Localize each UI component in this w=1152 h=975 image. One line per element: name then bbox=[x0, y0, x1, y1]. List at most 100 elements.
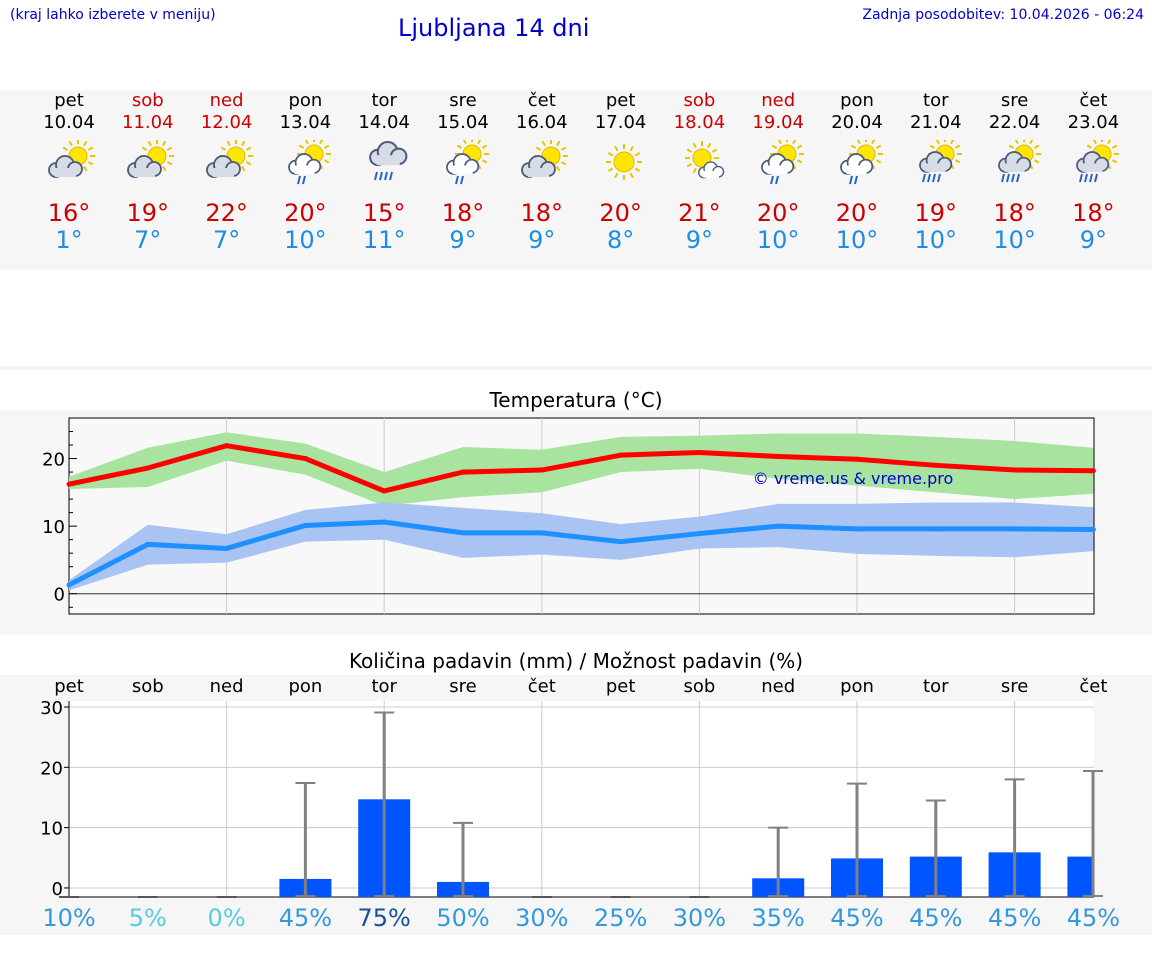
day-date: 14.04 bbox=[358, 112, 410, 133]
min-temp-line bbox=[67, 519, 1094, 588]
separator-band bbox=[0, 366, 1152, 370]
max-temp-point bbox=[696, 449, 702, 455]
temp-max: 22° bbox=[205, 199, 248, 227]
menu-hint: (kraj lahko izberete v meniju) bbox=[10, 7, 216, 23]
max-temp-point bbox=[854, 456, 860, 462]
cloud-shape bbox=[997, 151, 1031, 173]
sun-ray bbox=[555, 140, 561, 147]
cloud-shape bbox=[446, 153, 480, 175]
temp-min: 9° bbox=[1079, 226, 1108, 254]
min-temp-point bbox=[381, 519, 387, 525]
last-updated: Zadnja posodobitev: 10.04.2026 - 06:24 bbox=[862, 7, 1144, 23]
day-name: tor bbox=[923, 90, 949, 111]
min-temp-point bbox=[539, 530, 545, 536]
probability-label: 50% bbox=[436, 904, 489, 932]
sun-ray bbox=[949, 138, 955, 145]
sun-ray bbox=[707, 142, 712, 149]
sun-ray bbox=[1008, 144, 1014, 149]
rain-drop bbox=[926, 173, 931, 183]
sun-ray bbox=[1112, 144, 1118, 149]
rain-drop bbox=[1015, 173, 1020, 183]
cloud-rain-icon bbox=[361, 140, 413, 188]
temp-max: 18° bbox=[441, 199, 485, 227]
sun-ray bbox=[481, 159, 488, 164]
temp-max: 16° bbox=[47, 199, 91, 227]
day-date: 21.04 bbox=[910, 112, 962, 133]
category-label: tor bbox=[371, 676, 397, 697]
temp-max: 18° bbox=[1072, 199, 1115, 227]
rain-drop bbox=[455, 175, 459, 185]
cloud-fill bbox=[1004, 163, 1025, 172]
probability-label: 25% bbox=[594, 904, 647, 932]
max-temp-point bbox=[381, 488, 387, 494]
sun-ray bbox=[1112, 159, 1118, 164]
day-date: 17.04 bbox=[594, 112, 647, 133]
sun-ray bbox=[777, 138, 783, 145]
day-name: sre bbox=[1000, 90, 1029, 111]
temp-max: 20° bbox=[284, 199, 327, 227]
page-title: Ljubljana 14 dni bbox=[398, 14, 590, 42]
temp-min: 10° bbox=[914, 226, 958, 254]
forecast-band bbox=[0, 90, 1152, 270]
sun-ray bbox=[875, 144, 882, 149]
rain-drop bbox=[1005, 173, 1010, 183]
cloud-fill bbox=[767, 165, 788, 174]
probability-label: 10% bbox=[42, 904, 95, 932]
sun-ray bbox=[954, 144, 961, 149]
cloud-shape bbox=[698, 161, 725, 179]
min-temp-point bbox=[775, 523, 781, 529]
sun-ray bbox=[161, 165, 167, 172]
sun-ray bbox=[929, 144, 935, 149]
cloud-fill bbox=[1083, 163, 1103, 172]
sun-cloud-icon bbox=[204, 139, 256, 188]
rain-drop bbox=[775, 175, 780, 185]
rain-drop bbox=[374, 171, 379, 181]
sun-ray bbox=[607, 152, 613, 157]
y-tick-label: 10 bbox=[40, 819, 63, 840]
category-label: sob bbox=[132, 676, 164, 697]
sun-cloud-light-rain-icon bbox=[282, 137, 334, 188]
sun-ray bbox=[856, 138, 861, 145]
temp-max: 18° bbox=[993, 199, 1036, 227]
category-label: ned bbox=[210, 676, 244, 697]
rain-drop bbox=[1084, 173, 1089, 183]
cloud-shape bbox=[205, 155, 241, 178]
day-name: tor bbox=[371, 90, 397, 111]
sun-ray bbox=[560, 146, 567, 151]
max-temp-point bbox=[1012, 467, 1018, 473]
probability-label: 45% bbox=[988, 904, 1041, 932]
min-temp-point bbox=[854, 526, 860, 532]
sun-cloud-icon bbox=[519, 139, 571, 188]
cloud-shape bbox=[369, 141, 408, 167]
day-name: sob bbox=[131, 90, 164, 111]
y-tick-label: 20 bbox=[42, 450, 65, 471]
sun-ray bbox=[305, 138, 310, 145]
day-date: 23.04 bbox=[1067, 112, 1120, 133]
temp-max: 20° bbox=[835, 199, 879, 227]
sun-ray bbox=[481, 144, 488, 149]
max-temp-point bbox=[775, 454, 781, 460]
sun-ray bbox=[871, 138, 876, 145]
sun-ray bbox=[87, 161, 94, 166]
min-temp-point bbox=[224, 545, 230, 551]
day-name: pon bbox=[288, 90, 323, 111]
cloud-fill bbox=[133, 168, 155, 177]
max-temp-point bbox=[460, 469, 466, 475]
rain-drop bbox=[379, 171, 384, 181]
sun-ray bbox=[83, 165, 88, 172]
sun-cloud-light-rain-icon bbox=[440, 137, 492, 188]
probability-label: 30% bbox=[515, 904, 568, 932]
day-date: 13.04 bbox=[279, 112, 332, 133]
category-label: sre bbox=[449, 676, 476, 697]
rain-drop bbox=[1079, 173, 1084, 183]
probability-label: 45% bbox=[830, 904, 883, 932]
sun-cloud-icon bbox=[46, 139, 98, 188]
sun-ray bbox=[792, 138, 797, 145]
temperature-chart: 0 10 20 © vreme.us & vreme.pro bbox=[42, 417, 1096, 615]
day-date: 19.04 bbox=[752, 112, 804, 133]
sun-ray bbox=[629, 145, 634, 152]
sun-ray bbox=[477, 138, 482, 145]
sun-cloud-rain-icon bbox=[992, 137, 1044, 188]
category-label: pon bbox=[288, 676, 322, 697]
temp-min: 1° bbox=[55, 226, 83, 254]
